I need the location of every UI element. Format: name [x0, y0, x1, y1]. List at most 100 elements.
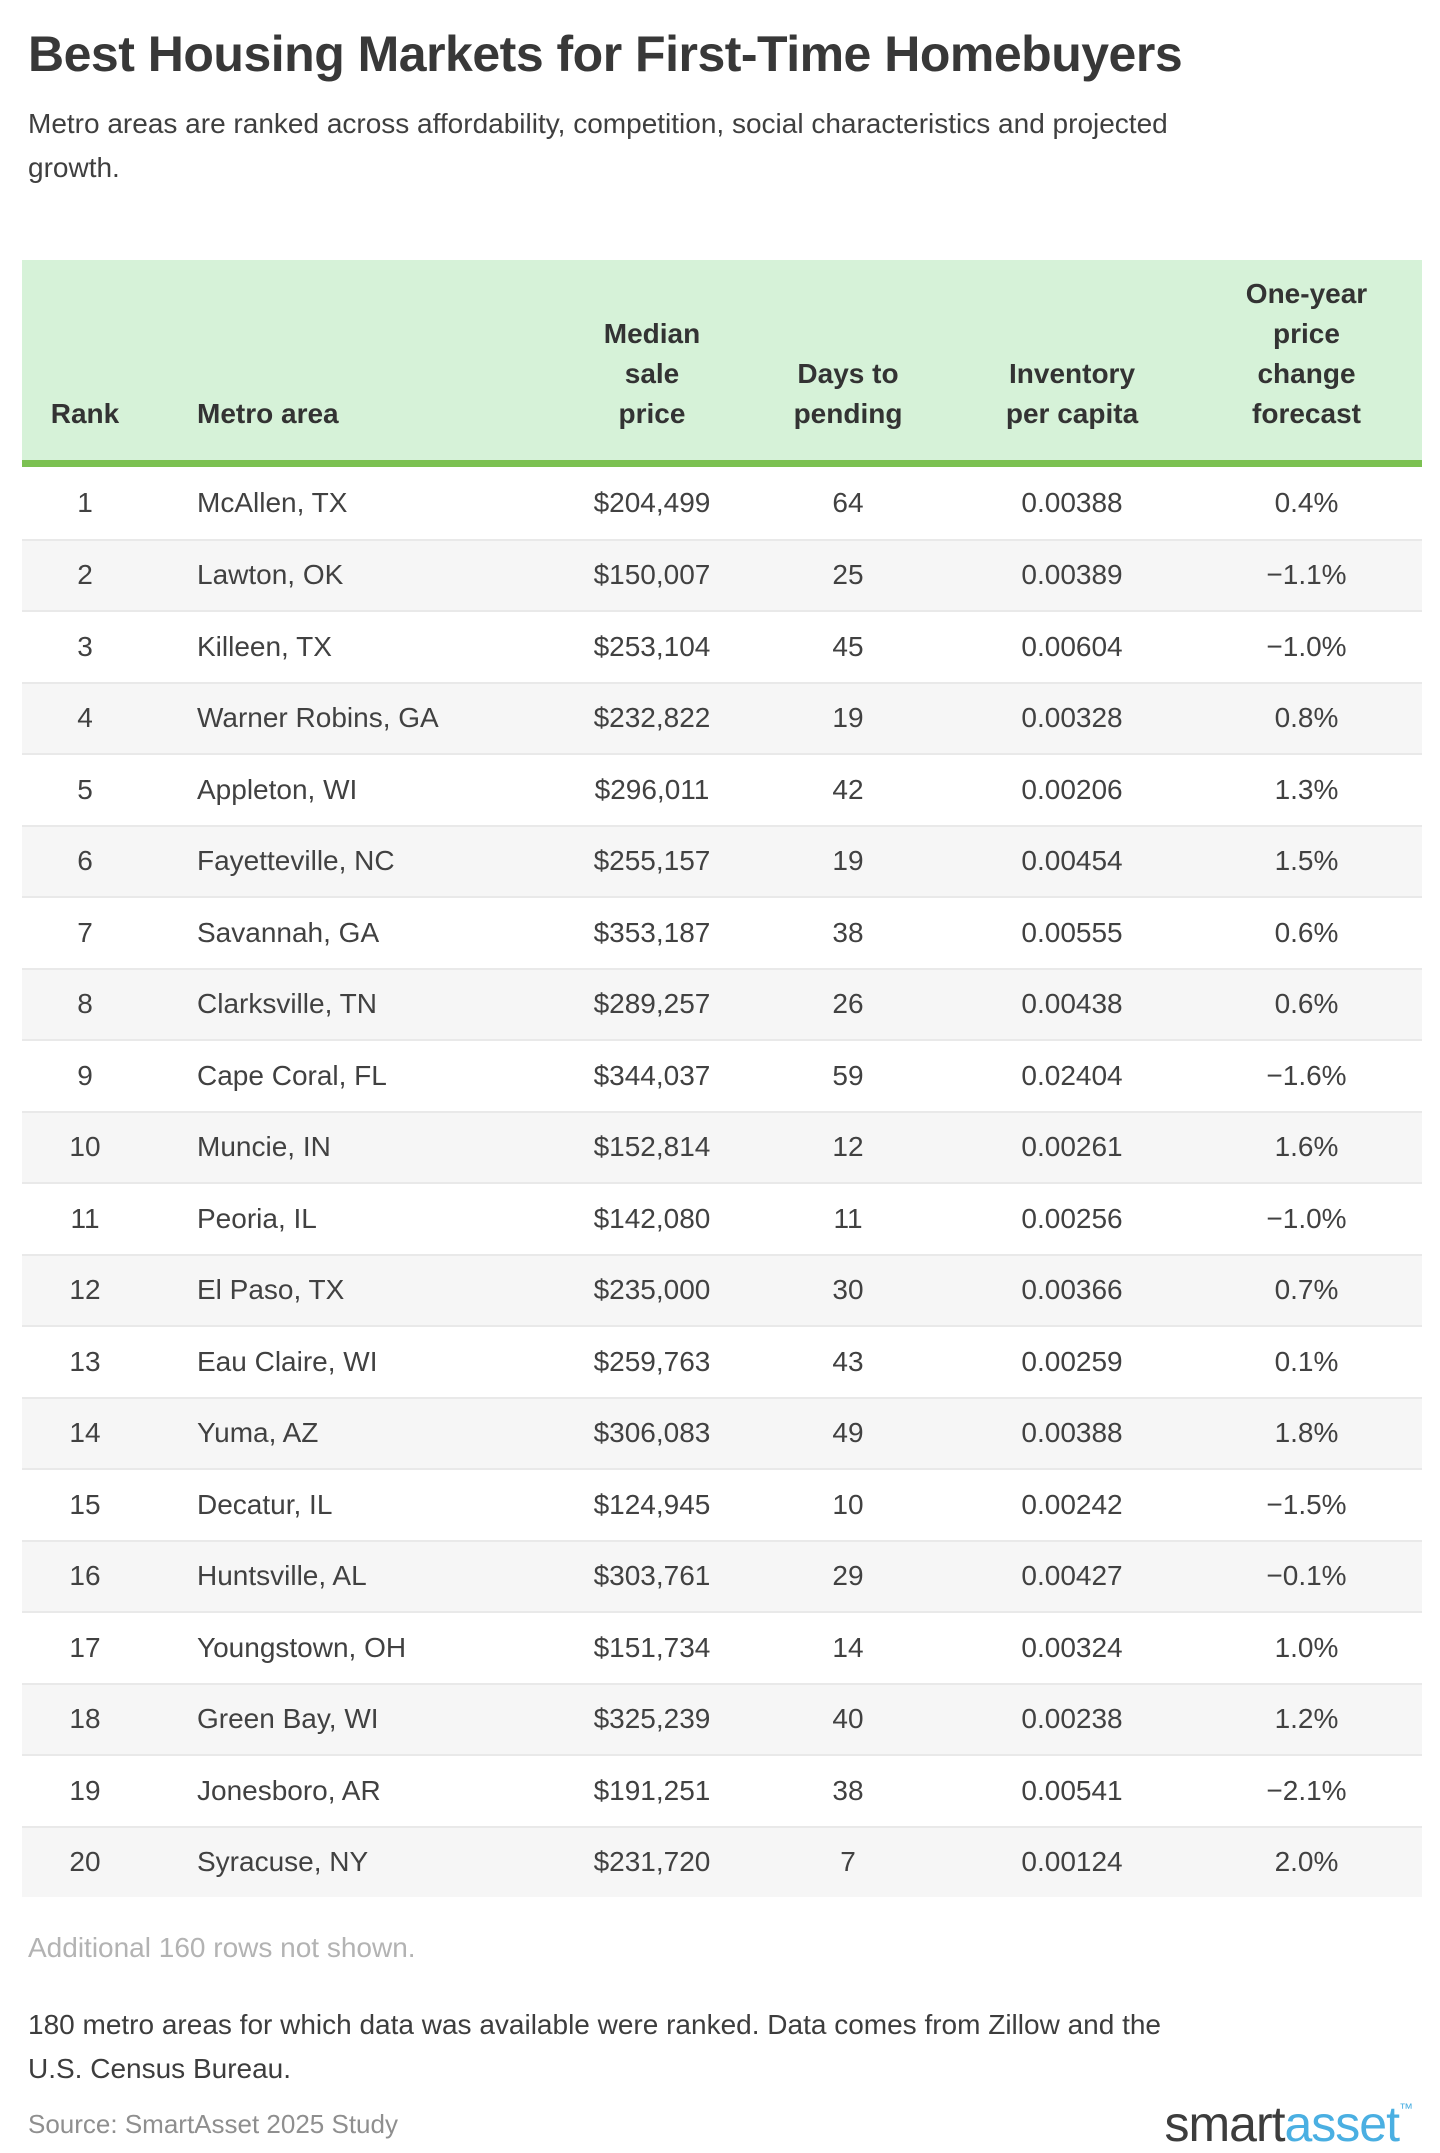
cell-median-sale-price: $152,814 — [593, 1131, 711, 1163]
cell-inventory-per-capita: 0.00261 — [1021, 1131, 1123, 1163]
cell-median-sale-price: $296,011 — [594, 773, 710, 805]
cell-inventory-per-capita: 0.00604 — [1021, 630, 1123, 662]
table-row: 9 Cape Coral, FL $344,037 59 0.02404 −1.6% — [22, 1040, 1422, 1112]
table-row: 12 El Paso, TX $235,000 30 0.00366 0.7% — [22, 1254, 1422, 1326]
cell-rank: 3 — [77, 630, 93, 662]
cell-rank: 11 — [70, 1202, 100, 1234]
cell-one-year-price-change-forecast: 0.4% — [1274, 486, 1339, 518]
cell-days-to-pending: 45 — [832, 630, 864, 662]
cell-one-year-price-change-forecast: 0.7% — [1274, 1274, 1339, 1306]
table-row: 2 Lawton, OK $150,007 25 0.00389 −1.1% — [22, 539, 1422, 611]
cell-rank: 5 — [77, 773, 93, 805]
table-row: 18 Green Bay, WI $325,239 40 0.00238 1.2% — [22, 1683, 1422, 1755]
cell-days-to-pending: 40 — [832, 1703, 864, 1735]
table-row: 5 Appleton, WI $296,011 42 0.00206 1.3% — [22, 754, 1422, 826]
cell-metro-area: Decatur, IL — [197, 1488, 333, 1520]
table-row: 19 Jonesboro, AR $191,251 38 0.00541 −2.1% — [22, 1755, 1422, 1827]
cell-rank: 2 — [77, 559, 93, 591]
cell-one-year-price-change-forecast: −1.1% — [1266, 559, 1347, 591]
table-row: 10 Muncie, IN $152,814 12 0.00261 1.6% — [22, 1111, 1422, 1183]
table-row: 16 Huntsville, AL $303,761 29 0.00427 −0.1% — [22, 1540, 1422, 1612]
table-body: 1 McAllen, TX $204,499 64 0.00388 0.4% 2 Lawton… — [22, 464, 1422, 1897]
cell-one-year-price-change-forecast: 0.1% — [1274, 1345, 1339, 1377]
cell-metro-area: El Paso, TX — [197, 1274, 345, 1306]
cell-inventory-per-capita: 0.00389 — [1021, 559, 1123, 591]
cell-rank: 7 — [77, 916, 93, 948]
cell-days-to-pending: 11 — [833, 1202, 863, 1234]
logo-trademark: ™ — [1399, 2100, 1413, 2116]
cell-inventory-per-capita: 0.00541 — [1021, 1774, 1123, 1806]
cell-one-year-price-change-forecast: −1.0% — [1266, 1202, 1347, 1234]
cell-inventory-per-capita: 0.00438 — [1021, 988, 1123, 1020]
cell-metro-area: Muncie, IN — [197, 1131, 331, 1163]
column-header-days-to-pending: Days to pending — [743, 260, 953, 467]
cell-one-year-price-change-forecast: 1.3% — [1274, 773, 1339, 805]
logo-text-smart: smart — [1164, 2096, 1285, 2152]
cell-days-to-pending: 12 — [832, 1131, 864, 1163]
cell-median-sale-price: $204,499 — [593, 486, 711, 518]
cell-days-to-pending: 59 — [832, 1059, 864, 1091]
cell-rank: 12 — [69, 1274, 101, 1306]
source-note: Source: SmartAsset 2025 Study — [28, 2108, 398, 2139]
table-header-row: Rank Metro area Median sale price Days to p… — [22, 260, 1422, 467]
cell-days-to-pending: 14 — [832, 1631, 864, 1663]
cell-metro-area: Fayetteville, NC — [197, 845, 395, 877]
cell-metro-area: Peoria, IL — [197, 1202, 317, 1234]
cell-rank: 16 — [69, 1560, 101, 1592]
cell-rank: 8 — [77, 988, 93, 1020]
table-row: 3 Killeen, TX $253,104 45 0.00604 −1.0% — [22, 611, 1422, 683]
table-row: 7 Savannah, GA $353,187 38 0.00555 0.6% — [22, 897, 1422, 969]
cell-median-sale-price: $150,007 — [593, 559, 711, 591]
cell-one-year-price-change-forecast: 0.6% — [1274, 988, 1339, 1020]
cell-rank: 18 — [69, 1703, 101, 1735]
cell-metro-area: Yuma, AZ — [197, 1417, 319, 1449]
table-row: 8 Clarksville, TN $289,257 26 0.00438 0.6% — [22, 968, 1422, 1040]
cell-median-sale-price: $232,822 — [593, 702, 711, 734]
cell-one-year-price-change-forecast: −1.6% — [1266, 1059, 1347, 1091]
cell-inventory-per-capita: 0.00366 — [1021, 1274, 1123, 1306]
cell-rank: 14 — [69, 1417, 101, 1449]
cell-metro-area: Clarksville, TN — [197, 988, 377, 1020]
cell-median-sale-price: $142,080 — [593, 1202, 711, 1234]
column-header-median-sale-price: Median sale price — [561, 260, 743, 467]
page-title: Best Housing Markets for First-Time Home… — [28, 26, 1183, 82]
cell-rank: 10 — [69, 1131, 101, 1163]
cell-inventory-per-capita: 0.00328 — [1021, 702, 1123, 734]
cell-days-to-pending: 49 — [832, 1417, 864, 1449]
cell-inventory-per-capita: 0.00324 — [1021, 1631, 1123, 1663]
cell-median-sale-price: $289,257 — [593, 988, 711, 1020]
cell-rank: 6 — [77, 845, 93, 877]
cell-one-year-price-change-forecast: −2.1% — [1266, 1774, 1347, 1806]
cell-median-sale-price: $303,761 — [593, 1560, 711, 1592]
footer: Source: SmartAsset 2025 Study smartasset… — [28, 2095, 1413, 2153]
cell-median-sale-price: $325,239 — [593, 1703, 711, 1735]
cell-days-to-pending: 19 — [832, 702, 864, 734]
cell-median-sale-price: $151,734 — [593, 1631, 711, 1663]
cell-days-to-pending: 64 — [832, 486, 864, 518]
cell-rank: 4 — [77, 702, 93, 734]
cell-metro-area: Green Bay, WI — [197, 1703, 379, 1735]
column-header-inventory-per-capita: Inventory per capita — [953, 260, 1191, 467]
cell-metro-area: Cape Coral, FL — [197, 1059, 387, 1091]
cell-one-year-price-change-forecast: −1.0% — [1266, 630, 1347, 662]
table-row: 17 Youngstown, OH $151,734 14 0.00324 1.0% — [22, 1612, 1422, 1684]
cell-inventory-per-capita: 0.00259 — [1021, 1345, 1123, 1377]
smartasset-logo: smartasset™ — [1164, 2095, 1413, 2153]
cell-days-to-pending: 26 — [832, 988, 864, 1020]
cell-rank: 1 — [77, 486, 93, 518]
cell-inventory-per-capita: 0.00124 — [1021, 1846, 1123, 1878]
cell-metro-area: Eau Claire, WI — [197, 1345, 378, 1377]
cell-rank: 19 — [69, 1774, 101, 1806]
cell-median-sale-price: $353,187 — [593, 916, 711, 948]
cell-days-to-pending: 43 — [832, 1345, 864, 1377]
table-header: Rank Metro area Median sale price Days to p… — [22, 260, 1422, 467]
cell-inventory-per-capita: 0.00454 — [1021, 845, 1123, 877]
cell-days-to-pending: 7 — [840, 1846, 856, 1878]
cell-metro-area: Appleton, WI — [197, 773, 358, 805]
cell-days-to-pending: 30 — [832, 1274, 864, 1306]
cell-one-year-price-change-forecast: −1.5% — [1266, 1488, 1347, 1520]
cell-one-year-price-change-forecast: −0.1% — [1266, 1560, 1347, 1592]
column-header-rank: Rank — [22, 260, 148, 467]
methodology-note: 180 metro areas for which data was avail… — [28, 2009, 1161, 2084]
